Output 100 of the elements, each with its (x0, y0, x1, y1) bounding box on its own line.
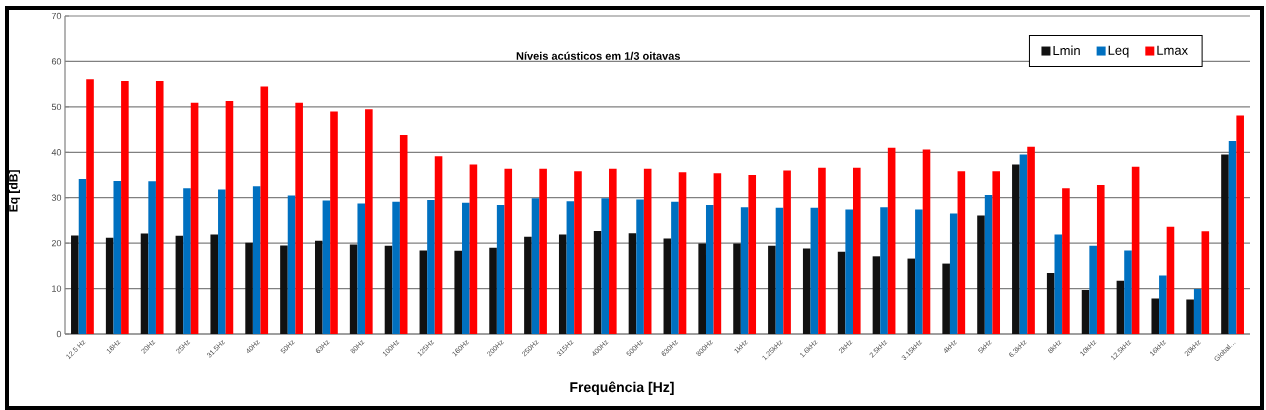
bar (852, 167, 861, 334)
bar (887, 147, 896, 334)
bar (427, 199, 435, 334)
y-axis-title: Eq [dB] (8, 170, 20, 212)
bar (148, 181, 156, 334)
bar (349, 244, 358, 334)
bar (810, 207, 819, 334)
bar (78, 179, 87, 334)
bar (105, 237, 114, 334)
bar (190, 102, 199, 334)
bar (315, 240, 323, 334)
bar (733, 243, 741, 334)
bar (287, 195, 296, 334)
bar (454, 250, 463, 334)
bar (399, 135, 408, 334)
bar (218, 189, 226, 334)
legend-label: Lmin (1053, 45, 1080, 55)
bar (942, 263, 950, 334)
y-tick-label: 60 (51, 58, 62, 65)
bar (1159, 275, 1167, 334)
bar (1012, 164, 1020, 334)
bar (121, 80, 129, 334)
bar (566, 201, 575, 334)
bar (183, 188, 191, 334)
bar (837, 251, 846, 334)
bar (260, 86, 269, 334)
bar (678, 172, 687, 334)
bar (636, 199, 644, 334)
bar (601, 198, 610, 334)
bar (504, 168, 513, 334)
bar (280, 245, 288, 334)
bar (593, 230, 602, 334)
bar (907, 258, 916, 334)
bar (1046, 273, 1055, 334)
bar (775, 207, 784, 334)
y-tick-label: 50 (51, 103, 62, 111)
bar (175, 235, 184, 334)
bar (365, 109, 373, 334)
bar (496, 204, 505, 334)
bar (1054, 234, 1063, 334)
bar (802, 248, 811, 334)
bar (783, 170, 791, 334)
bar (1081, 289, 1090, 334)
bar (957, 171, 966, 334)
bar (1096, 185, 1105, 334)
y-tick-label: 20 (51, 239, 62, 247)
bar (558, 234, 567, 334)
bar (663, 238, 672, 334)
bar (949, 213, 958, 334)
bar (155, 80, 164, 334)
bar (225, 100, 234, 334)
y-tick-label: 70 (51, 12, 62, 20)
bar (1166, 226, 1175, 334)
bar (740, 207, 749, 334)
bar (768, 245, 776, 334)
bar (1027, 146, 1035, 334)
bar (71, 235, 79, 334)
bar (698, 243, 706, 334)
bar (922, 149, 931, 334)
bar (880, 207, 888, 334)
legend-label: Leq (1108, 45, 1129, 58)
bar (245, 242, 253, 334)
bar (489, 247, 497, 334)
bar (845, 209, 853, 334)
bar (392, 201, 400, 334)
bar (915, 209, 923, 334)
bar (1221, 154, 1229, 334)
bar (86, 79, 94, 334)
bar (628, 233, 637, 334)
y-tick-label: 0 (56, 330, 62, 338)
bar (1062, 188, 1070, 334)
bar (992, 171, 1000, 334)
bar (574, 171, 582, 334)
bar (210, 234, 219, 334)
bar (1131, 166, 1140, 334)
bar (1089, 245, 1097, 334)
bar (1186, 299, 1194, 334)
bar (1151, 298, 1160, 334)
y-tick-label: 10 (52, 285, 62, 292)
bar (469, 164, 478, 334)
bar (113, 180, 122, 334)
bar (295, 102, 303, 334)
bar (1228, 140, 1237, 334)
x-axis-title: Frequência [Hz] (570, 381, 674, 395)
bar (977, 215, 985, 334)
bar (643, 168, 652, 334)
bar (252, 186, 261, 334)
bar (1193, 289, 1202, 334)
text: Níveis acústicos em 1/3 oitavas (516, 51, 681, 60)
bar (140, 233, 149, 334)
bar (1116, 280, 1125, 334)
bar (524, 236, 532, 334)
bar (748, 175, 757, 334)
bar (384, 245, 393, 334)
bar (1124, 250, 1132, 334)
bar (539, 168, 547, 334)
bar (531, 198, 540, 334)
bar (713, 173, 722, 334)
bar (357, 203, 366, 334)
bar (818, 167, 826, 334)
